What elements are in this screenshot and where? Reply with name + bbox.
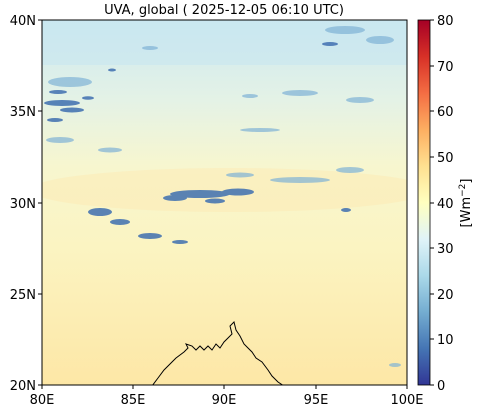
colorbar-label: [Wm−2] bbox=[458, 179, 474, 228]
lon-tick-label: 85E bbox=[121, 393, 146, 408]
colorbar-tick-label: 30 bbox=[437, 242, 454, 257]
colorbar-tick-label: 70 bbox=[437, 60, 454, 75]
colorbar-tick-label: 10 bbox=[437, 333, 454, 348]
lat-axis: 40N 35N 30N 25N 20N bbox=[10, 14, 42, 394]
lon-tick-label: 90E bbox=[212, 393, 237, 408]
colorbar-gradient bbox=[417, 19, 431, 386]
colorbar-ticks bbox=[430, 19, 434, 386]
colorbar-tick-label: 40 bbox=[437, 197, 454, 212]
lon-tick-label: 95E bbox=[304, 393, 329, 408]
lon-axis: 80E 85E 90E 95E 100E bbox=[30, 385, 424, 408]
lat-tick-label: 20N bbox=[10, 379, 36, 394]
cloud-patches bbox=[44, 42, 351, 244]
thin-cloud-patches bbox=[46, 26, 401, 367]
colorbar-tick-label: 0 bbox=[437, 379, 445, 394]
coastline bbox=[152, 321, 284, 385]
map-title: UVA, global ( 2025-12-05 06:10 UTC) bbox=[104, 3, 344, 18]
lat-tick-label: 25N bbox=[10, 288, 36, 303]
lon-tick-label: 100E bbox=[390, 393, 423, 408]
colorbar-tick-label: 20 bbox=[437, 288, 454, 303]
lat-tick-label: 30N bbox=[10, 197, 36, 212]
colorbar-tick-label: 80 bbox=[437, 14, 454, 29]
colorbar-tick-label: 60 bbox=[437, 105, 454, 120]
colorbar: 80 70 60 50 40 30 20 10 0 [Wm−2] bbox=[417, 14, 474, 394]
colorbar-tick-label: 50 bbox=[437, 151, 454, 166]
map-panel bbox=[42, 20, 407, 385]
lon-tick-label: 80E bbox=[30, 393, 55, 408]
lat-tick-label: 35N bbox=[10, 105, 36, 120]
lat-tick-label: 40N bbox=[10, 14, 36, 29]
uva-field-background bbox=[42, 20, 407, 385]
